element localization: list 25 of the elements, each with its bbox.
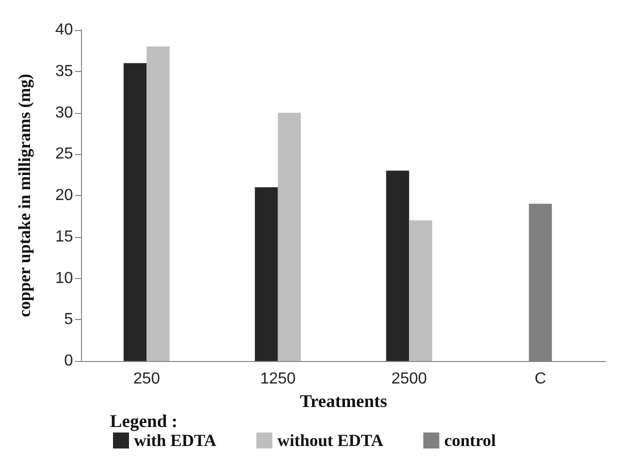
legend-label: control xyxy=(444,431,496,450)
y-tick-label: 15 xyxy=(55,228,74,246)
y-tick-label: 20 xyxy=(55,187,74,204)
y-tick-label: 25 xyxy=(55,146,74,163)
bar xyxy=(386,170,410,361)
x-axis-title: Treatments xyxy=(300,390,388,411)
bar xyxy=(409,220,432,361)
y-tick-label: 40 xyxy=(55,22,74,38)
bar xyxy=(146,46,170,361)
x-tick-label: 1250 xyxy=(260,370,296,388)
y-tick-label: 5 xyxy=(64,311,74,328)
legend-title: Legend : xyxy=(110,411,178,431)
bar xyxy=(278,112,301,361)
x-tick-label: 250 xyxy=(133,370,160,388)
legend-label: with EDTA xyxy=(134,431,218,450)
legend-label: without EDTA xyxy=(277,431,384,450)
y-tick-label: 35 xyxy=(55,62,74,80)
y-tick-label: 30 xyxy=(55,104,74,122)
y-tick-label: 10 xyxy=(55,270,74,287)
x-tick-label: 2500 xyxy=(391,370,428,388)
x-tick-label: C xyxy=(534,370,546,388)
bar xyxy=(124,63,147,361)
bar xyxy=(254,187,278,361)
y-tick-label: 0 xyxy=(64,352,74,370)
y-axis-title: copper uptake in milligrams (mg) xyxy=(15,74,34,318)
